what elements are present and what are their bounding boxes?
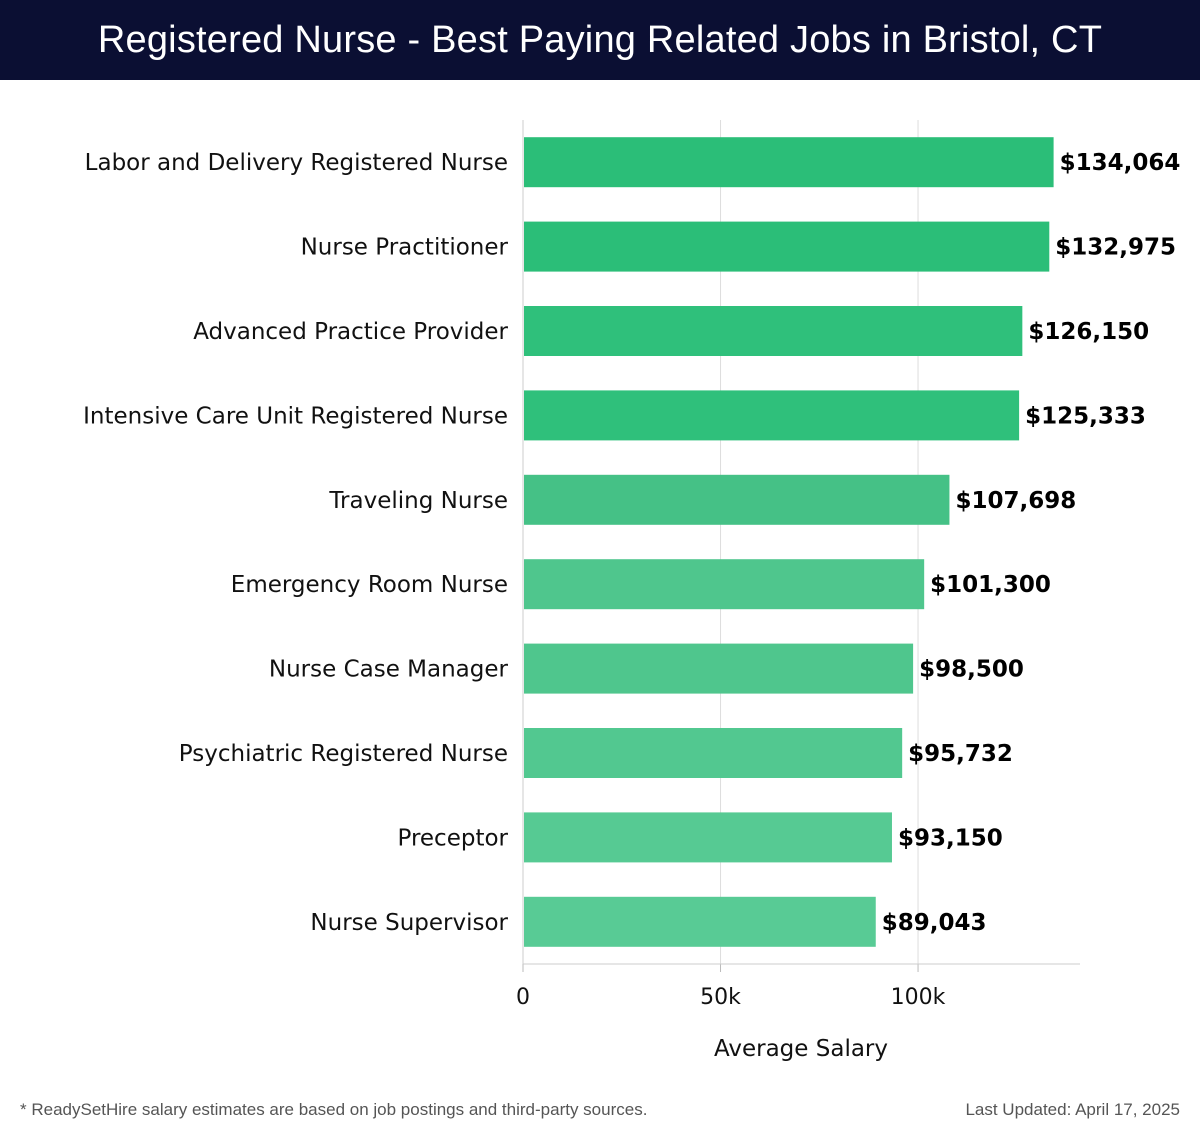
bars — [524, 137, 1054, 947]
value-label: $107,698 — [955, 488, 1076, 514]
x-tick-label: 100k — [891, 985, 946, 1010]
category-label: Nurse Practitioner — [301, 235, 509, 261]
bar — [524, 306, 1023, 356]
x-axis: 0 50k 100k — [516, 120, 1080, 1010]
category-label: Advanced Practice Provider — [193, 319, 508, 345]
category-label: Traveling Nurse — [328, 488, 508, 514]
value-label: $89,043 — [882, 910, 987, 936]
x-tick-label: 50k — [700, 985, 741, 1010]
value-label: $98,500 — [919, 657, 1024, 683]
last-updated: Last Updated: April 17, 2025 — [965, 1100, 1180, 1119]
value-label: $101,300 — [930, 572, 1051, 598]
footer-note: * ReadySetHire salary estimates are base… — [20, 1100, 648, 1119]
category-label: Preceptor — [397, 825, 508, 851]
bar — [524, 812, 892, 863]
value-label: $126,150 — [1028, 319, 1149, 345]
value-label: $134,064 — [1060, 150, 1181, 176]
bar — [524, 643, 914, 694]
category-label: Emergency Room Nurse — [231, 572, 508, 598]
bar — [524, 559, 925, 610]
bar — [524, 221, 1050, 272]
bar — [524, 728, 903, 778]
bar-chart: Labor and Delivery Registered Nurse Nurse… — [83, 120, 1181, 1062]
chart-title: Registered Nurse - Best Paying Related J… — [0, 0, 1200, 80]
category-label: Intensive Care Unit Registered Nurse — [83, 403, 508, 429]
category-label: Psychiatric Registered Nurse — [179, 741, 508, 767]
value-label: $125,333 — [1025, 403, 1146, 429]
x-tick-label: 0 — [516, 985, 530, 1010]
value-label: $95,732 — [908, 741, 1013, 767]
value-labels: $134,064 $132,975 $126,150 $125,333 $107,698… — [882, 150, 1181, 936]
category-label: Nurse Case Manager — [269, 657, 509, 683]
category-label: Labor and Delivery Registered Nurse — [85, 150, 508, 176]
bar — [524, 137, 1054, 188]
category-labels: Labor and Delivery Registered Nurse Nurse… — [83, 150, 508, 936]
bar — [524, 896, 876, 947]
value-label: $132,975 — [1055, 235, 1176, 261]
value-label: $93,150 — [898, 825, 1003, 851]
bar — [524, 474, 950, 525]
bar — [524, 390, 1020, 441]
x-axis-label: Average Salary — [714, 1036, 888, 1062]
category-label: Nurse Supervisor — [310, 910, 508, 936]
